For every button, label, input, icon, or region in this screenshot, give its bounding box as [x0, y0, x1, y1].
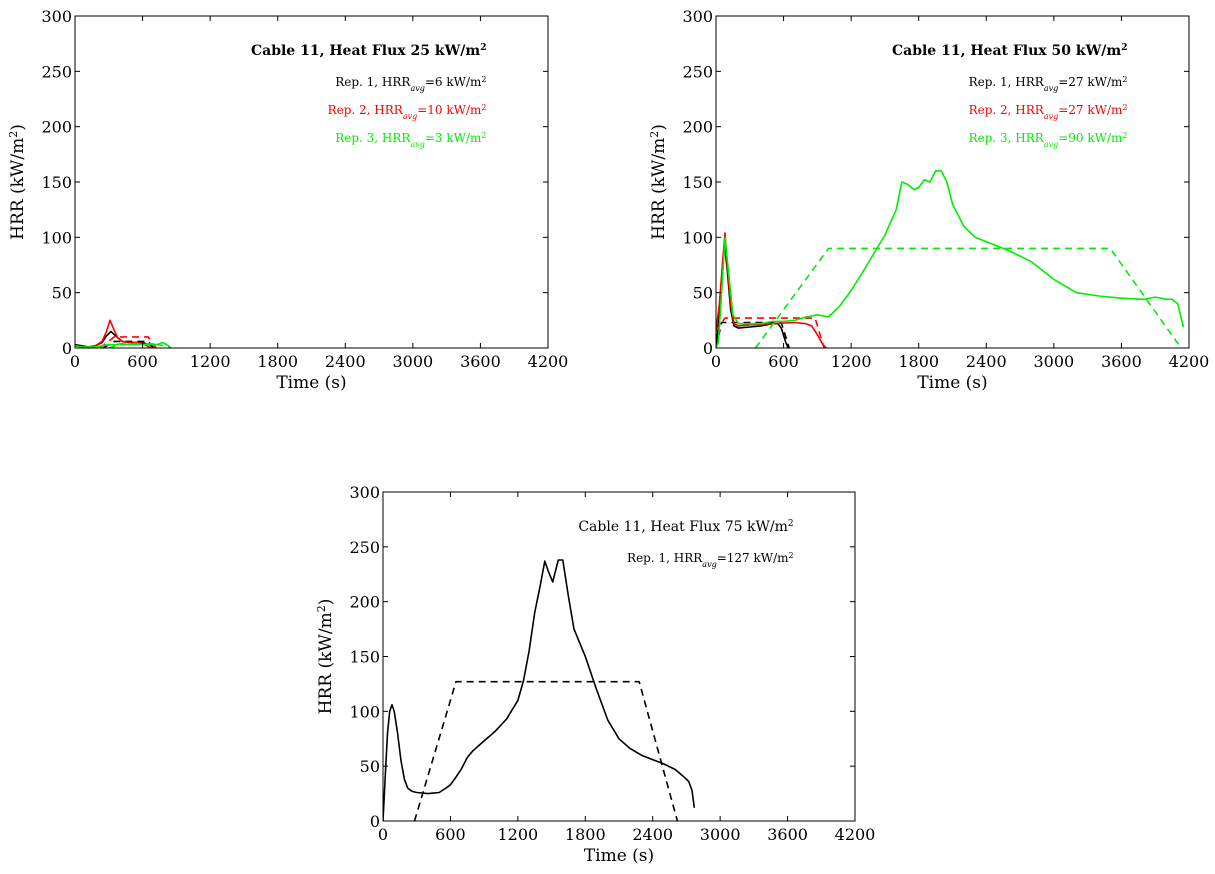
- x-tick-label: 3600: [1101, 352, 1142, 371]
- legend-entry-1: Rep. 1, HRRavg=27 kW/m2: [969, 75, 1128, 93]
- x-tick-label: 3000: [700, 825, 741, 844]
- y-tick-label: 150: [349, 648, 380, 667]
- y-tick-label: 100: [682, 228, 713, 247]
- x-tick-label: 2400: [632, 825, 673, 844]
- y-tick-label: 300: [41, 7, 72, 26]
- y-tick-label: 200: [682, 118, 713, 137]
- x-tick-label: 2400: [325, 352, 366, 371]
- legend-entry-3: Rep. 3, HRRavg=90 kW/m2: [969, 131, 1128, 149]
- y-tick-label: 150: [41, 173, 72, 192]
- legend-entry-1: Rep. 1, HRRavg=6 kW/m2: [335, 75, 486, 93]
- series-group: [383, 559, 696, 821]
- legend-entry-3: Rep. 3, HRRavg=3 kW/m2: [335, 131, 486, 149]
- series-group: [716, 170, 1185, 348]
- y-tick-label: 100: [349, 702, 380, 721]
- y-tick-label: 0: [62, 339, 72, 358]
- legend-entry-2: Rep. 2, HRRavg=10 kW/m2: [328, 103, 487, 121]
- series-line-5-solid: [716, 170, 1185, 348]
- x-tick-label: 4200: [528, 352, 569, 371]
- x-tick-label: 0: [711, 352, 721, 371]
- chart-title: Cable 11, Heat Flux 50 kW/m2: [892, 43, 1128, 59]
- legend-entry-1: Rep. 1, HRRavg=127 kW/m2: [627, 551, 794, 569]
- x-tick-label: 0: [70, 352, 80, 371]
- x-tick-label: 1200: [497, 825, 538, 844]
- y-tick-label: 300: [349, 483, 380, 502]
- x-axis-label: Time (s): [917, 373, 987, 393]
- x-tick-label: 3600: [460, 352, 501, 371]
- axes-box: [74, 15, 549, 349]
- x-tick-label: 1200: [831, 352, 872, 371]
- series-line-1-solid: [75, 330, 155, 348]
- y-axis-label: HRR (kW/m2): [315, 599, 337, 715]
- y-tick-label: 250: [349, 538, 380, 557]
- series-line-2-dashed: [413, 680, 679, 821]
- series-line-4-dashed: [716, 317, 825, 348]
- y-tick-label: 100: [41, 228, 72, 247]
- axes-box: [382, 491, 856, 822]
- y-tick-label: 0: [703, 339, 713, 358]
- y-tick-label: 200: [41, 118, 72, 137]
- y-tick-label: 50: [360, 757, 380, 776]
- x-tick-label: 1800: [898, 352, 939, 371]
- chart-title: Cable 11, Heat Flux 25 kW/m2: [251, 43, 487, 59]
- series-group: [75, 319, 172, 348]
- series-line-6-dashed: [754, 247, 1182, 348]
- y-tick-label: 0: [370, 812, 380, 831]
- x-axis-label: Time (s): [584, 846, 654, 866]
- y-tick-label: 50: [693, 284, 713, 303]
- x-tick-label: 3600: [767, 825, 808, 844]
- x-tick-label: 3000: [392, 352, 433, 371]
- y-axis-label: HRR (kW/m2): [648, 124, 670, 240]
- series-line-6-dashed: [108, 343, 171, 348]
- y-tick-label: 300: [682, 7, 713, 26]
- x-tick-label: 1200: [190, 352, 231, 371]
- x-tick-label: 600: [127, 352, 158, 371]
- legend-entry-2: Rep. 2, HRRavg=27 kW/m2: [969, 103, 1128, 121]
- x-tick-label: 3000: [1033, 352, 1074, 371]
- y-tick-label: 50: [52, 284, 72, 303]
- x-tick-label: 0: [378, 825, 388, 844]
- x-tick-label: 600: [435, 825, 466, 844]
- y-tick-label: 200: [349, 593, 380, 612]
- y-axis-label: HRR (kW/m2): [7, 124, 29, 240]
- x-tick-label: 600: [768, 352, 799, 371]
- chart-panel-1: 0 600 1200 1800 2400 3000 3600 4200 0 50 100 150 200…: [7, 7, 569, 393]
- x-tick-label: 4200: [1169, 352, 1210, 371]
- series-line-3-solid: [716, 232, 827, 348]
- x-tick-label: 2400: [966, 352, 1007, 371]
- chart-panel-3: 0 600 1200 1800 2400 3000 3600 4200 0 50 100 150 200…: [315, 483, 876, 866]
- x-axis-label: Time (s): [276, 373, 346, 393]
- y-tick-label: 250: [41, 62, 72, 81]
- y-tick-label: 250: [682, 62, 713, 81]
- x-tick-label: 1800: [565, 825, 606, 844]
- y-tick-label: 150: [682, 173, 713, 192]
- chart-panel-2: 0 600 1200 1800 2400 3000 3600 4200 0 50 100 150 200…: [648, 7, 1210, 393]
- x-tick-label: 4200: [835, 825, 876, 844]
- x-tick-label: 1800: [257, 352, 298, 371]
- series-line-1-solid: [383, 559, 696, 821]
- chart-title: Cable 11, Heat Flux 75 kW/m2: [578, 519, 793, 535]
